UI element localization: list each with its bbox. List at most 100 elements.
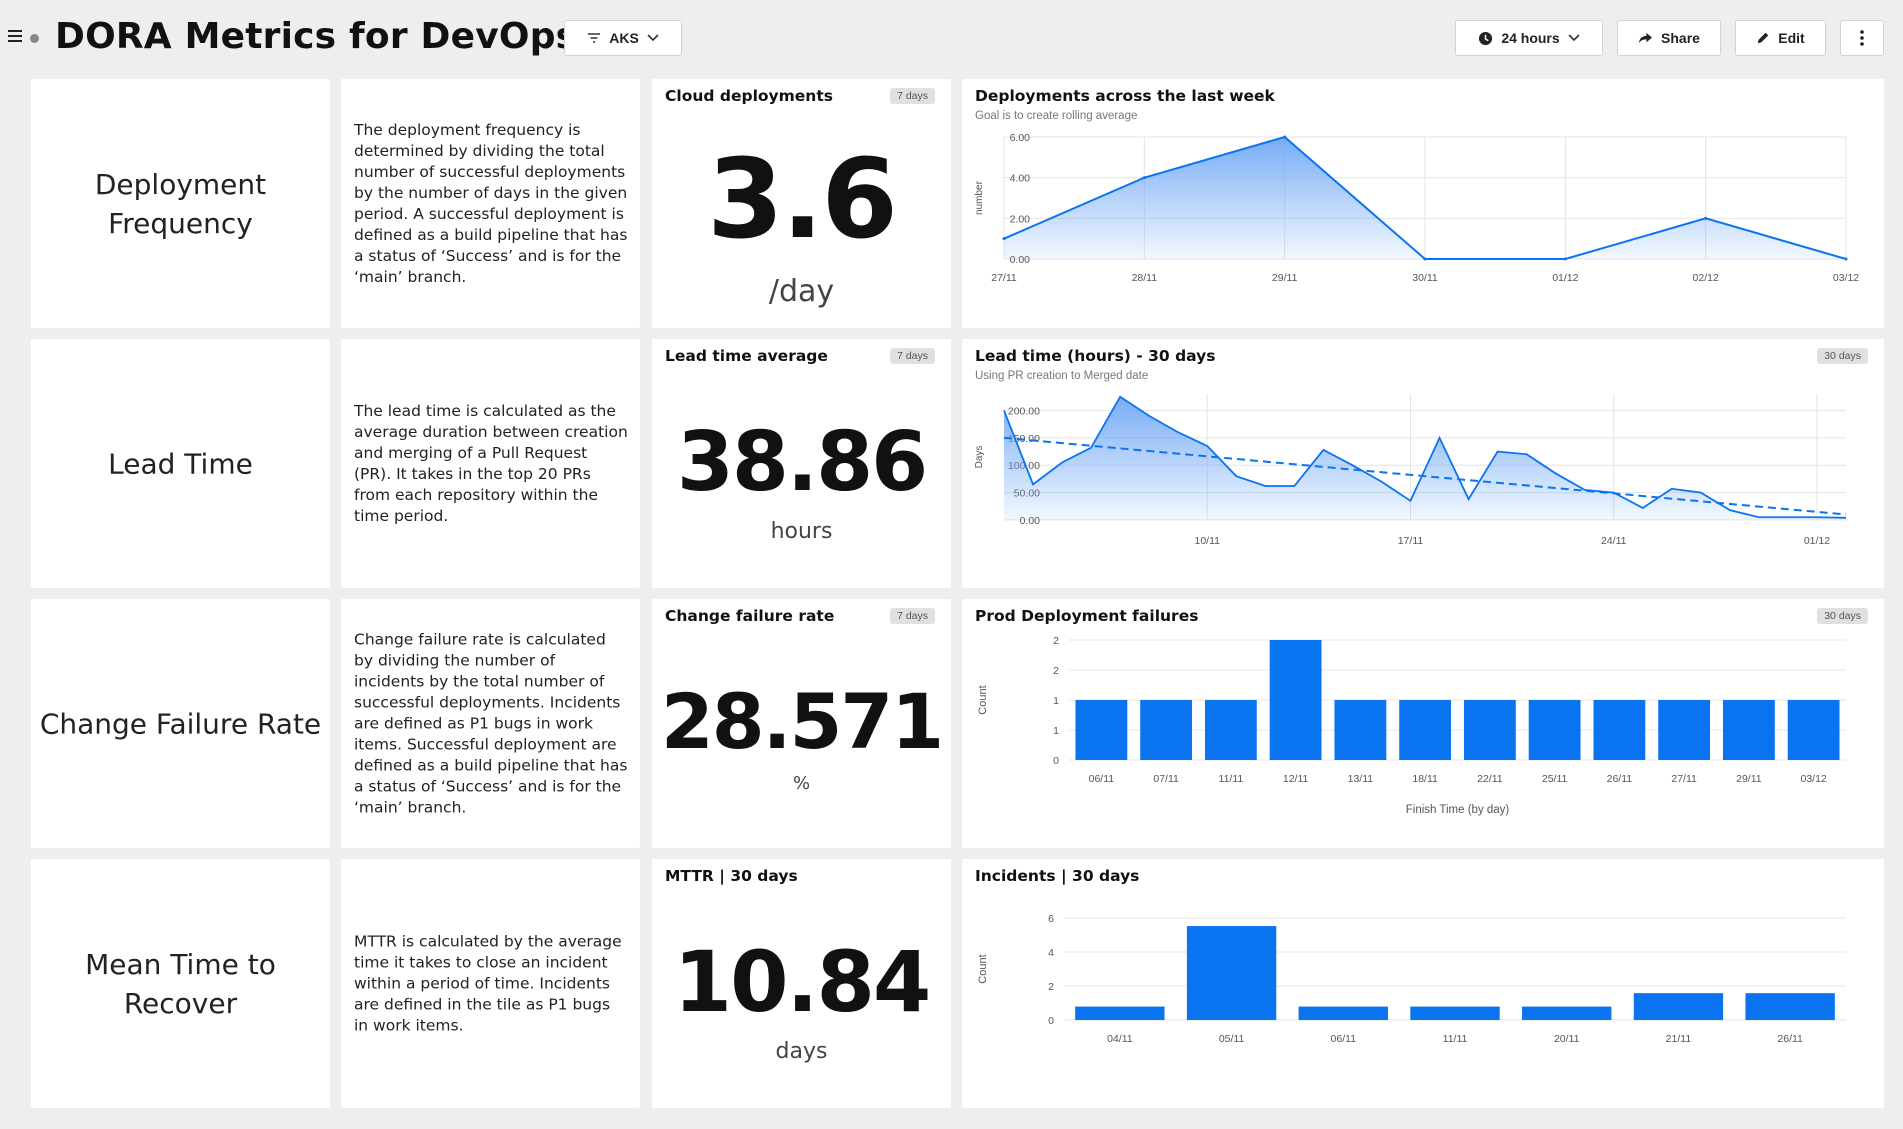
kpi-title: Cloud deployments	[665, 87, 833, 105]
bar	[1522, 1006, 1612, 1020]
data-point	[1283, 135, 1287, 139]
x-tick-label: 26/11	[1777, 1033, 1803, 1045]
data-point	[1844, 257, 1848, 261]
timeframe-button[interactable]: 24 hours	[1455, 20, 1603, 56]
kpi-tile[interactable]: Cloud deployments 7 days 3.6 /day	[652, 79, 951, 328]
x-tick-label: 06/11	[1089, 773, 1115, 785]
y-axis-label: Days	[974, 446, 985, 469]
chart-subtitle: Goal is to create rolling average	[975, 110, 1138, 122]
x-tick-label: 11/11	[1443, 1033, 1468, 1045]
x-tick-label: 12/11	[1283, 773, 1309, 785]
series-line	[1003, 395, 1847, 519]
share-button[interactable]: Share	[1617, 20, 1721, 56]
trend-line	[1003, 436, 1847, 516]
bar	[1463, 700, 1516, 760]
kpi-unit: days	[775, 1039, 828, 1064]
x-tick-label: 20/11	[1554, 1033, 1580, 1045]
y-tick-label: 0	[1048, 1015, 1054, 1027]
y-tick-label: 2	[1048, 981, 1054, 993]
chart-tile-deployments[interactable]: Deployments across the last week Goal is…	[962, 79, 1884, 328]
chart-tile-incidents[interactable]: Incidents | 30 days 0 2 4 6 04/11 05/11 06/11 1…	[962, 859, 1884, 1108]
metric-description-tile: The lead time is calculated as the avera…	[341, 339, 640, 588]
kpi-title: Change failure rate	[665, 607, 835, 625]
metric-description: MTTR is calculated by the average time i…	[354, 932, 622, 1034]
timeframe-badge: 30 days	[1817, 608, 1868, 624]
filter-icon	[588, 33, 601, 43]
data-point	[1423, 257, 1427, 261]
x-axis-label: Finish Time (by day)	[1406, 804, 1510, 816]
data-point	[1002, 237, 1006, 241]
timeframe-badge: 7 days	[890, 88, 935, 104]
bar	[1722, 700, 1775, 760]
metric-label-tile: Lead Time	[31, 339, 330, 588]
page-title: DORA Metrics for DevOps	[55, 16, 578, 57]
x-tick-label: 02/12	[1693, 272, 1719, 284]
metric-description: The deployment frequency is determined b…	[354, 120, 628, 286]
kpi-tile[interactable]: MTTR | 30 days 10.84 days	[652, 859, 951, 1108]
x-tick-label: 11/11	[1219, 773, 1244, 785]
kpi-tile[interactable]: Change failure rate 7 days 28.571 %	[652, 599, 951, 848]
kpi-tile[interactable]: Lead time average 7 days 38.86 hours	[652, 339, 951, 588]
x-tick-label: 27/11	[1671, 773, 1697, 785]
x-tick-label: 24/11	[1601, 535, 1627, 547]
chart-tile-failures[interactable]: Prod Deployment failures 30 days 0 1 1 2 2 06…	[962, 599, 1884, 848]
kpi-title: Lead time average	[665, 347, 828, 365]
filter-button[interactable]: AKS	[564, 20, 682, 56]
bar	[1593, 700, 1646, 760]
x-tick-label: 01/12	[1552, 272, 1578, 284]
timeframe-label: 24 hours	[1501, 30, 1560, 46]
metric-description: Change failure rate is calculated by div…	[354, 630, 628, 816]
kpi-unit: hours	[770, 519, 833, 544]
edit-button[interactable]: Edit	[1735, 20, 1826, 56]
bar	[1528, 700, 1581, 760]
y-tick-label: 6	[1048, 913, 1054, 925]
x-tick-label: 04/11	[1107, 1033, 1133, 1045]
chart-tile-leadtime[interactable]: Lead time (hours) - 30 days Using PR cre…	[962, 339, 1884, 588]
x-tick-label: 26/11	[1607, 773, 1633, 785]
kpi-title: MTTR | 30 days	[665, 867, 798, 885]
more-vertical-icon	[1860, 30, 1864, 46]
bar	[1633, 993, 1724, 1020]
metric-label: Lead Time	[108, 447, 253, 480]
chart-subtitle: Using PR creation to Merged date	[975, 370, 1149, 382]
x-tick-label: 21/11	[1666, 1033, 1692, 1045]
hamburger-menu-icon[interactable]	[8, 30, 22, 44]
chart-title: Incidents | 30 days	[975, 867, 1140, 885]
metric-label: Mean Time to Recover	[85, 947, 276, 1020]
x-tick-label: 29/11	[1736, 773, 1762, 785]
more-options-button[interactable]	[1840, 20, 1884, 56]
bar	[1745, 993, 1835, 1020]
bar	[1298, 1006, 1388, 1020]
x-tick-label: 29/11	[1272, 272, 1298, 284]
bar	[1269, 640, 1322, 760]
y-tick-label: 1	[1053, 695, 1059, 707]
y-tick-label: 2	[1053, 665, 1059, 677]
data-point	[1142, 176, 1146, 180]
y-tick-label: 0	[1053, 755, 1059, 767]
bar	[1787, 700, 1840, 760]
chart-title: Lead time (hours) - 30 days	[975, 347, 1216, 365]
timeframe-badge: 7 days	[890, 348, 935, 364]
data-point	[1563, 257, 1567, 261]
edit-button-label: Edit	[1778, 30, 1805, 46]
y-axis-label: Count	[977, 685, 989, 714]
kpi-value: 3.6	[707, 135, 898, 263]
kpi-unit: %	[792, 773, 811, 794]
bar	[1204, 700, 1257, 760]
kpi-unit: /day	[768, 274, 835, 309]
x-tick-label: 03/12	[1833, 272, 1859, 284]
kpi-value: 10.84	[673, 933, 932, 1031]
metric-label: Deployment Frequency	[94, 167, 267, 240]
x-tick-label: 22/11	[1477, 773, 1503, 785]
x-tick-label: 13/11	[1348, 773, 1374, 785]
y-tick-label: 6.00	[1010, 132, 1031, 144]
y-tick-label: 4	[1048, 947, 1054, 959]
chevron-down-icon	[647, 34, 659, 42]
series-area	[1004, 396, 1846, 520]
metric-description: The lead time is calculated as the avera…	[354, 401, 628, 525]
bar	[1186, 926, 1277, 1020]
x-tick-label: 18/11	[1412, 773, 1438, 785]
y-tick-label: 200.00	[1008, 405, 1040, 417]
y-tick-label: 4.00	[1010, 173, 1031, 185]
